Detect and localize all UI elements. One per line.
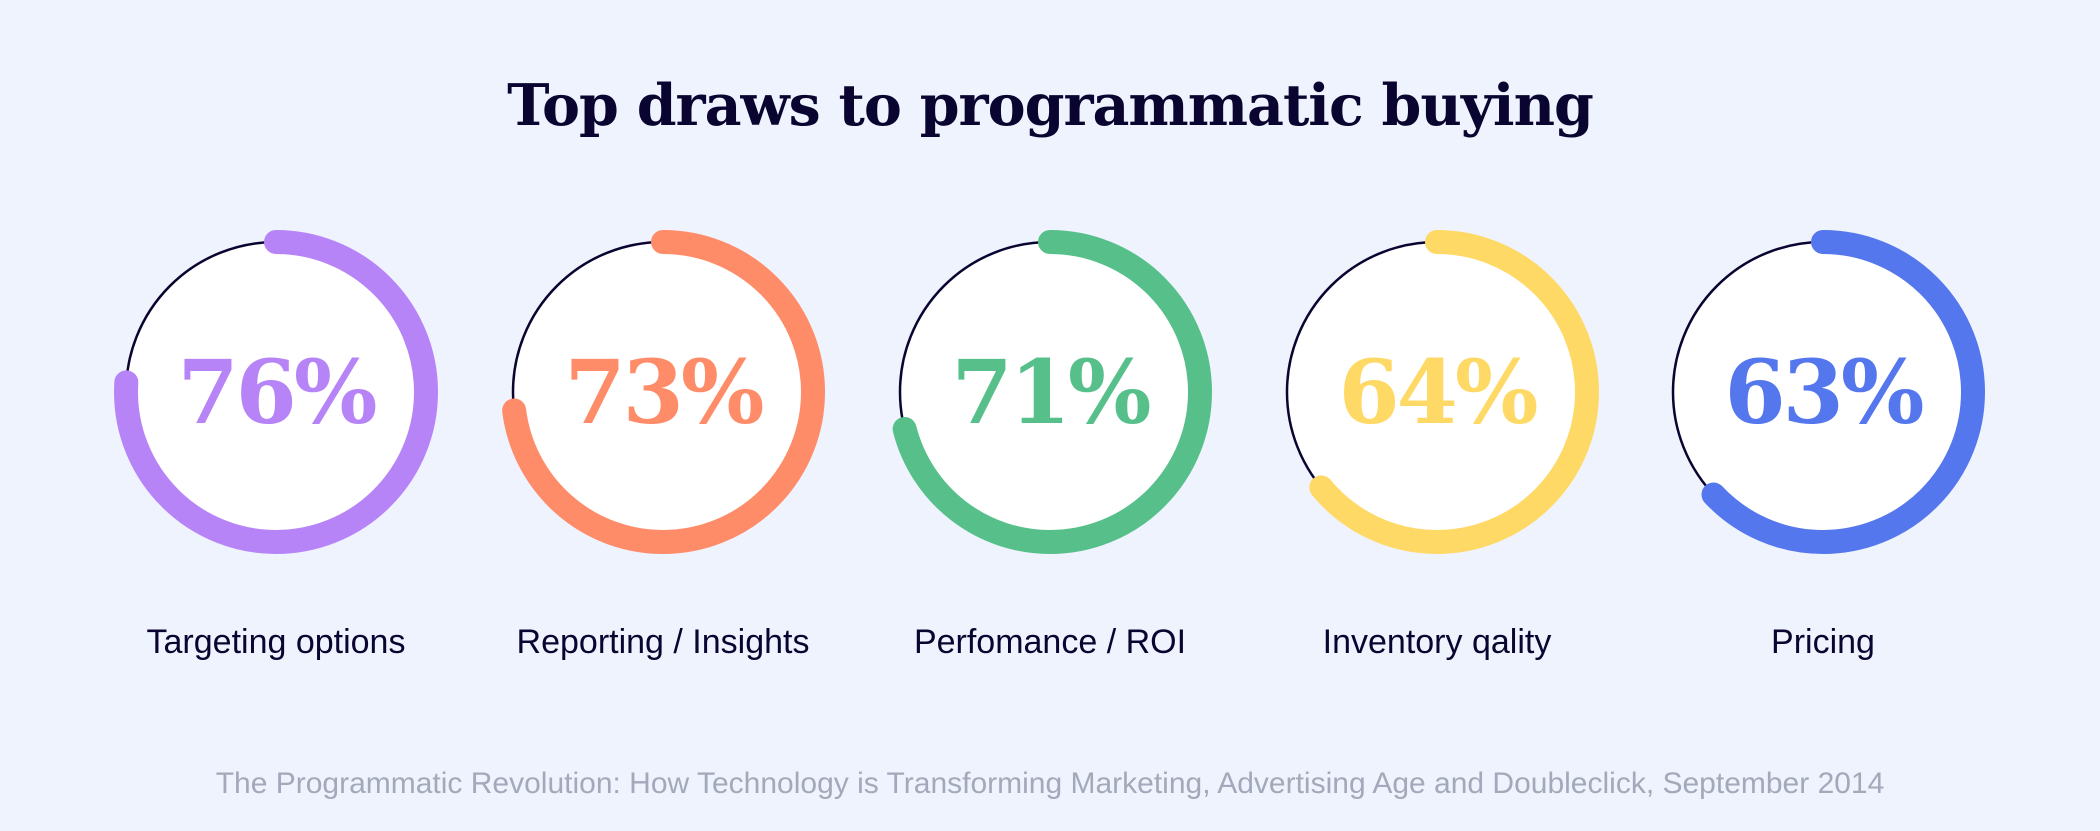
category-label: Inventory qality	[1322, 623, 1552, 661]
category-label: Perfomance / ROI	[913, 623, 1187, 661]
donut-arc	[1275, 230, 1599, 554]
donut-arc	[114, 230, 438, 554]
donut-arc	[501, 230, 825, 554]
donut-performance-roi: 71%	[880, 222, 1220, 562]
source-citation: The Programmatic Revolution: How Technol…	[215, 767, 1885, 800]
donut-ring-icon	[1275, 230, 1599, 554]
category-label: Targeting options	[146, 623, 406, 661]
donut-inventory-quality: 64%	[1267, 222, 1607, 562]
donut-ring-icon	[1661, 230, 1985, 554]
donut-ring-icon	[888, 230, 1212, 554]
donut-pricing: 63%	[1653, 222, 1993, 562]
category-label: Reporting / Insights	[516, 623, 810, 661]
percentage-value: 64%	[1338, 340, 1538, 444]
donut-reporting-insights: 73%	[493, 222, 833, 562]
donut-ring-icon	[114, 230, 438, 554]
donut-ring-icon	[501, 230, 825, 554]
percentage-value: 71%	[951, 340, 1151, 444]
percentage-value: 73%	[564, 340, 764, 444]
percentage-value: 76%	[177, 340, 377, 444]
percentage-value: 63%	[1724, 340, 1924, 444]
donut-arc	[1661, 230, 1985, 554]
chart-title: Top draws to programmatic buying	[507, 72, 1594, 139]
category-label: Pricing	[1771, 623, 1875, 661]
donut-targeting-options: 76%	[106, 222, 446, 562]
donut-arc	[888, 230, 1212, 554]
